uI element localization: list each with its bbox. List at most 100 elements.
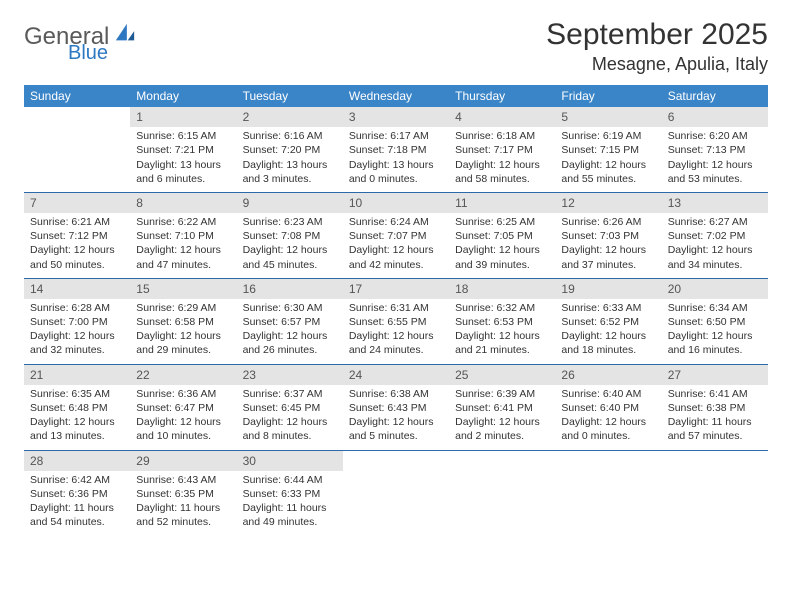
- daylight-text: Daylight: 12 hours and 24 minutes.: [349, 329, 443, 357]
- sunrise-text: Sunrise: 6:24 AM: [349, 215, 443, 229]
- sunrise-text: Sunrise: 6:36 AM: [136, 387, 230, 401]
- daylight-text: Daylight: 12 hours and 45 minutes.: [243, 243, 337, 271]
- day-number-cell: 16: [237, 278, 343, 299]
- day-detail-cell: Sunrise: 6:42 AMSunset: 6:36 PMDaylight:…: [24, 471, 130, 536]
- day-detail-cell: Sunrise: 6:17 AMSunset: 7:18 PMDaylight:…: [343, 127, 449, 192]
- sunrise-text: Sunrise: 6:44 AM: [243, 473, 337, 487]
- sunset-text: Sunset: 7:05 PM: [455, 229, 549, 243]
- day-number-cell: 4: [449, 107, 555, 127]
- daylight-text: Daylight: 12 hours and 21 minutes.: [455, 329, 549, 357]
- day-number-cell: 7: [24, 192, 130, 213]
- daylight-text: Daylight: 12 hours and 13 minutes.: [30, 415, 124, 443]
- daylight-text: Daylight: 12 hours and 42 minutes.: [349, 243, 443, 271]
- sunset-text: Sunset: 6:33 PM: [243, 487, 337, 501]
- day-detail-cell: Sunrise: 6:30 AMSunset: 6:57 PMDaylight:…: [237, 299, 343, 364]
- day-number-cell: 3: [343, 107, 449, 127]
- weekday-header-row: SundayMondayTuesdayWednesdayThursdayFrid…: [24, 85, 768, 107]
- sunset-text: Sunset: 7:10 PM: [136, 229, 230, 243]
- day-detail-cell: Sunrise: 6:43 AMSunset: 6:35 PMDaylight:…: [130, 471, 236, 536]
- day-number-cell: 21: [24, 364, 130, 385]
- sunset-text: Sunset: 7:12 PM: [30, 229, 124, 243]
- day-detail-cell: Sunrise: 6:39 AMSunset: 6:41 PMDaylight:…: [449, 385, 555, 450]
- sunset-text: Sunset: 7:18 PM: [349, 143, 443, 157]
- day-detail-cell: Sunrise: 6:35 AMSunset: 6:48 PMDaylight:…: [24, 385, 130, 450]
- sunrise-text: Sunrise: 6:33 AM: [561, 301, 655, 315]
- day-detail-cell: Sunrise: 6:23 AMSunset: 7:08 PMDaylight:…: [237, 213, 343, 278]
- sunset-text: Sunset: 6:53 PM: [455, 315, 549, 329]
- day-detail-cell: Sunrise: 6:40 AMSunset: 6:40 PMDaylight:…: [555, 385, 661, 450]
- day-number-cell: 24: [343, 364, 449, 385]
- logo-sail-icon: [114, 22, 136, 44]
- day-detail-row: Sunrise: 6:21 AMSunset: 7:12 PMDaylight:…: [24, 213, 768, 278]
- day-detail-cell: Sunrise: 6:15 AMSunset: 7:21 PMDaylight:…: [130, 127, 236, 192]
- sunset-text: Sunset: 6:57 PM: [243, 315, 337, 329]
- day-number-cell: 1: [130, 107, 236, 127]
- sunset-text: Sunset: 6:41 PM: [455, 401, 549, 415]
- day-number-cell: 11: [449, 192, 555, 213]
- sunset-text: Sunset: 6:52 PM: [561, 315, 655, 329]
- weekday-header: Thursday: [449, 85, 555, 107]
- day-number-cell: 15: [130, 278, 236, 299]
- sunset-text: Sunset: 6:35 PM: [136, 487, 230, 501]
- day-detail-row: Sunrise: 6:35 AMSunset: 6:48 PMDaylight:…: [24, 385, 768, 450]
- sunrise-text: Sunrise: 6:29 AM: [136, 301, 230, 315]
- sunrise-text: Sunrise: 6:43 AM: [136, 473, 230, 487]
- day-number-cell: 12: [555, 192, 661, 213]
- day-detail-cell: Sunrise: 6:16 AMSunset: 7:20 PMDaylight:…: [237, 127, 343, 192]
- day-number-cell: [449, 450, 555, 471]
- daylight-text: Daylight: 11 hours and 49 minutes.: [243, 501, 337, 529]
- day-detail-cell: [343, 471, 449, 536]
- day-detail-cell: Sunrise: 6:27 AMSunset: 7:02 PMDaylight:…: [662, 213, 768, 278]
- day-number-row: 21222324252627: [24, 364, 768, 385]
- day-detail-cell: Sunrise: 6:28 AMSunset: 7:00 PMDaylight:…: [24, 299, 130, 364]
- day-number-row: 78910111213: [24, 192, 768, 213]
- day-number-cell: 6: [662, 107, 768, 127]
- weekday-header: Saturday: [662, 85, 768, 107]
- sunset-text: Sunset: 7:02 PM: [668, 229, 762, 243]
- day-detail-cell: Sunrise: 6:29 AMSunset: 6:58 PMDaylight:…: [130, 299, 236, 364]
- day-number-row: 14151617181920: [24, 278, 768, 299]
- sunrise-text: Sunrise: 6:17 AM: [349, 129, 443, 143]
- daylight-text: Daylight: 12 hours and 50 minutes.: [30, 243, 124, 271]
- day-detail-cell: Sunrise: 6:18 AMSunset: 7:17 PMDaylight:…: [449, 127, 555, 192]
- weekday-header: Tuesday: [237, 85, 343, 107]
- daylight-text: Daylight: 12 hours and 55 minutes.: [561, 158, 655, 186]
- day-detail-cell: [449, 471, 555, 536]
- daylight-text: Daylight: 12 hours and 39 minutes.: [455, 243, 549, 271]
- sunset-text: Sunset: 7:08 PM: [243, 229, 337, 243]
- sunset-text: Sunset: 6:50 PM: [668, 315, 762, 329]
- sunrise-text: Sunrise: 6:31 AM: [349, 301, 443, 315]
- day-detail-cell: Sunrise: 6:19 AMSunset: 7:15 PMDaylight:…: [555, 127, 661, 192]
- day-number-cell: [555, 450, 661, 471]
- sunrise-text: Sunrise: 6:42 AM: [30, 473, 124, 487]
- sunset-text: Sunset: 7:07 PM: [349, 229, 443, 243]
- daylight-text: Daylight: 12 hours and 8 minutes.: [243, 415, 337, 443]
- day-detail-cell: Sunrise: 6:21 AMSunset: 7:12 PMDaylight:…: [24, 213, 130, 278]
- weekday-header: Monday: [130, 85, 236, 107]
- daylight-text: Daylight: 13 hours and 0 minutes.: [349, 158, 443, 186]
- day-number-cell: 18: [449, 278, 555, 299]
- day-number-cell: [662, 450, 768, 471]
- day-number-cell: [343, 450, 449, 471]
- daylight-text: Daylight: 11 hours and 52 minutes.: [136, 501, 230, 529]
- day-detail-cell: Sunrise: 6:26 AMSunset: 7:03 PMDaylight:…: [555, 213, 661, 278]
- day-number-cell: 14: [24, 278, 130, 299]
- daylight-text: Daylight: 12 hours and 37 minutes.: [561, 243, 655, 271]
- day-number-cell: 27: [662, 364, 768, 385]
- sunrise-text: Sunrise: 6:20 AM: [668, 129, 762, 143]
- day-number-cell: 8: [130, 192, 236, 213]
- month-title: September 2025: [546, 18, 768, 52]
- daylight-text: Daylight: 12 hours and 2 minutes.: [455, 415, 549, 443]
- sunrise-text: Sunrise: 6:23 AM: [243, 215, 337, 229]
- sunrise-text: Sunrise: 6:21 AM: [30, 215, 124, 229]
- day-detail-cell: Sunrise: 6:34 AMSunset: 6:50 PMDaylight:…: [662, 299, 768, 364]
- sunrise-text: Sunrise: 6:30 AM: [243, 301, 337, 315]
- day-number-cell: 22: [130, 364, 236, 385]
- daylight-text: Daylight: 13 hours and 6 minutes.: [136, 158, 230, 186]
- weekday-header: Wednesday: [343, 85, 449, 107]
- sunset-text: Sunset: 7:03 PM: [561, 229, 655, 243]
- day-detail-cell: Sunrise: 6:41 AMSunset: 6:38 PMDaylight:…: [662, 385, 768, 450]
- day-detail-cell: [555, 471, 661, 536]
- day-detail-cell: Sunrise: 6:33 AMSunset: 6:52 PMDaylight:…: [555, 299, 661, 364]
- daylight-text: Daylight: 12 hours and 34 minutes.: [668, 243, 762, 271]
